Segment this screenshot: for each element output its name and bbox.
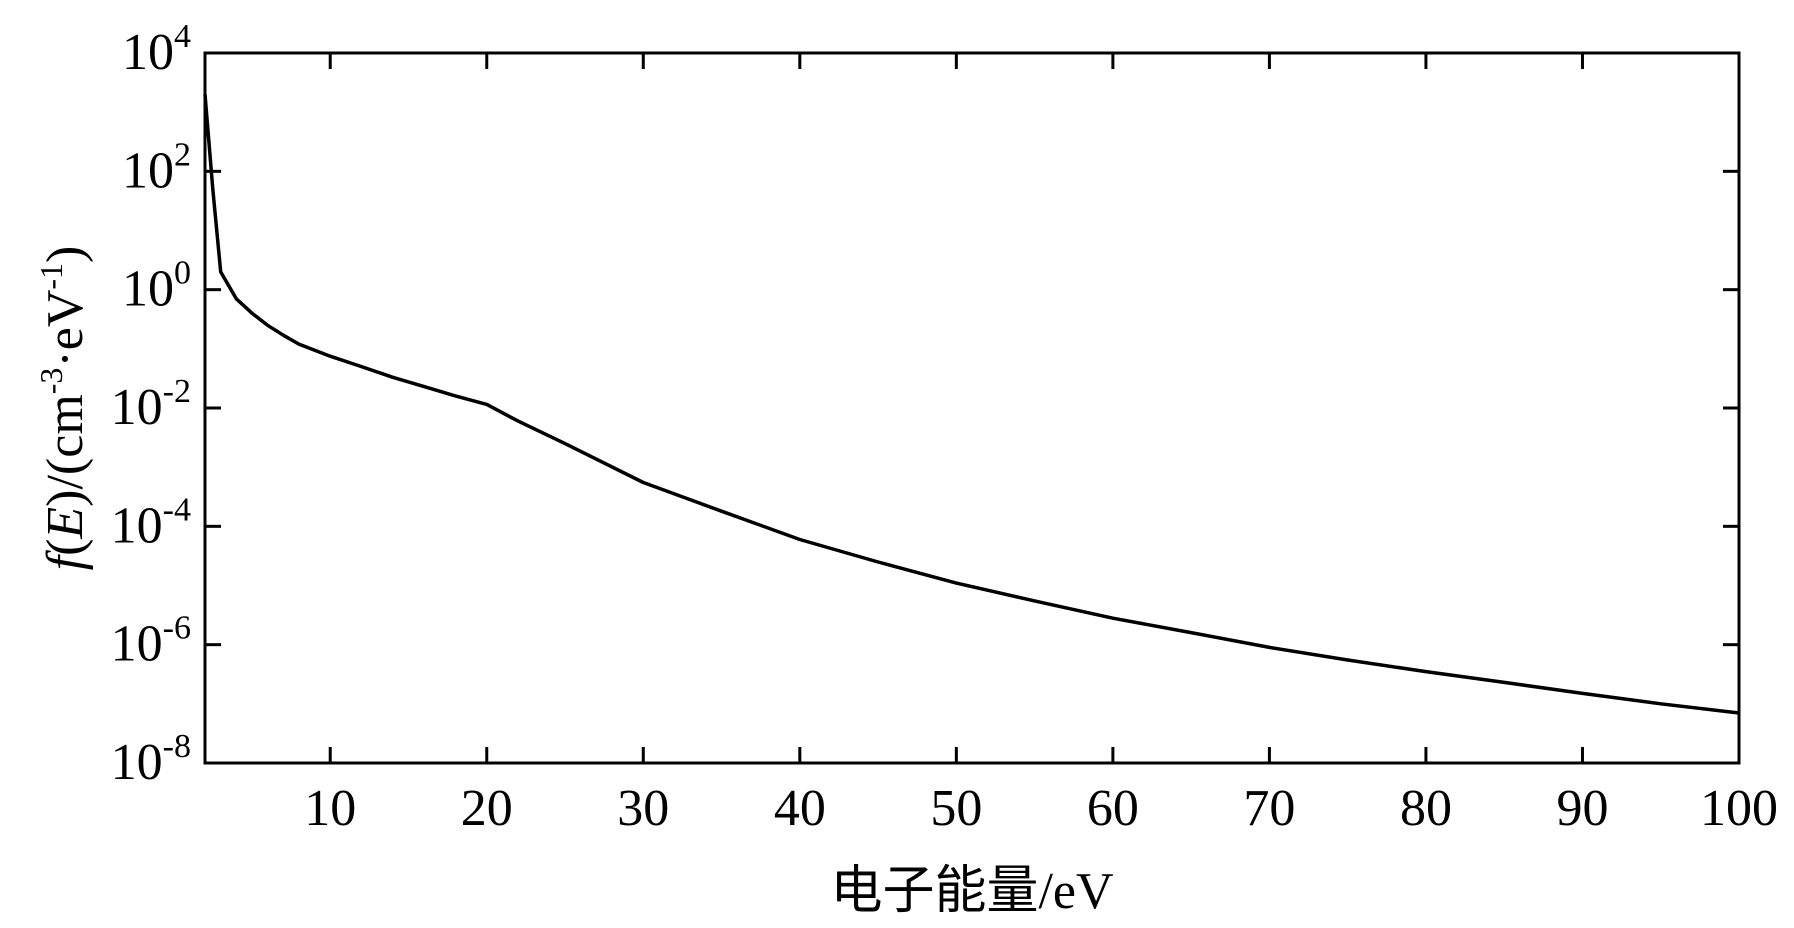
y-tick-label: 100 [122,255,191,318]
x-tick-label: 40 [774,780,826,837]
y-tick-label: 10-2 [111,373,191,436]
x-tick-label: 100 [1700,780,1778,837]
y-title-sup1: -3 [33,368,69,395]
y-title-dot-ev: ·eV [37,290,94,368]
x-tick-label: 90 [1556,780,1608,837]
y-tick-label: 102 [122,136,191,199]
y-title-paren-open: ( [37,539,94,556]
y-title-mid: )/(cm [37,394,94,507]
x-axis-title: 电子能量/eV [830,863,1113,920]
x-tick-label: 50 [930,780,982,837]
y-tick-label: 104 [122,18,191,81]
axis-ticks [205,51,1741,765]
x-tick-label: 10 [304,780,356,837]
x-tick-label: 20 [461,780,513,837]
x-tick-label: 60 [1087,780,1139,837]
x-tick-label: 70 [1243,780,1295,837]
y-axis-title: f(E)/(cm-3·eV-1) [33,246,94,571]
x-tick-label: 30 [617,780,669,837]
y-tick-label: 10-8 [111,728,191,791]
y-title-E: E [37,507,94,540]
plot-frame [203,51,1741,765]
x-tick-labels: 10 20 30 40 50 60 70 80 90 100 [304,780,1778,837]
y-tick-label: 10-6 [111,610,191,673]
y-title-sup2: -1 [33,263,69,290]
y-title-close: ) [37,246,94,263]
y-tick-labels: 104 102 100 10-2 10-4 10-6 10-8 [111,18,191,791]
series-line [203,94,1740,715]
x-tick-label: 80 [1400,780,1452,837]
y-tick-label: 10-4 [111,491,191,554]
